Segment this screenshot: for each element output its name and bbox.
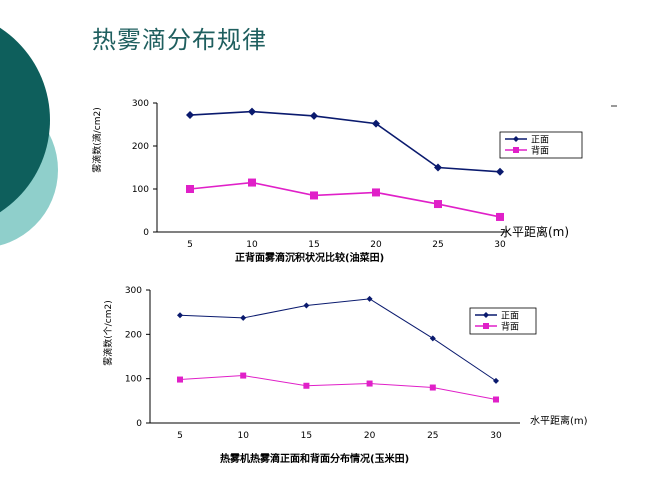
x-axis-label: 水平距离(m): [530, 414, 588, 427]
data-point-front: [434, 163, 442, 172]
legend-label: 背面: [501, 321, 519, 333]
legend-label: 正面: [531, 135, 549, 146]
y-tick-label: 0: [136, 419, 142, 429]
x-tick-label: 10: [237, 431, 249, 441]
data-point-back: [429, 384, 436, 391]
legend-marker-square: [513, 147, 519, 153]
data-point-front: [372, 119, 380, 128]
x-tick-label: 5: [177, 431, 183, 441]
data-point-front: [240, 314, 247, 321]
data-point-front: [303, 302, 310, 309]
legend-marker-diamond: [483, 312, 489, 318]
x-tick-label: 25: [432, 240, 443, 250]
y-axis-label: 雾滴数(滴/cm2): [91, 107, 103, 173]
x-tick-label: 5: [187, 240, 193, 250]
chart-caption: 正背面雾滴沉积状况比较(油菜田): [235, 251, 384, 264]
legend-label: 背面: [531, 145, 549, 157]
y-tick-label: 300: [125, 286, 142, 296]
legend-box: [499, 131, 583, 159]
series-line-back: [189, 181, 501, 218]
x-tick-label: 10: [246, 240, 258, 250]
data-point-back: [186, 185, 194, 193]
chart-caption: 热雾机热雾滴正面和背面分布情况(玉米田): [220, 452, 409, 465]
decor-circle-dark: [0, 27, 50, 213]
series-line-front: [179, 298, 497, 382]
data-point-front: [310, 111, 318, 120]
y-tick-label: 0: [143, 228, 149, 238]
x-tick-label: 20: [370, 240, 382, 250]
y-tick-label: 200: [132, 142, 149, 152]
data-point-back: [240, 372, 247, 379]
x-tick-label: 30: [494, 240, 506, 250]
data-point-back: [372, 188, 380, 197]
x-tick-label: 20: [364, 431, 376, 441]
data-point-back: [248, 178, 256, 187]
slide-title: 热雾滴分布规律: [92, 26, 267, 54]
x-tick-label: 15: [308, 240, 319, 250]
y-axis-label: 雾滴数(个/cm2): [102, 300, 114, 366]
data-point-back: [366, 380, 373, 387]
x-tick-label: 30: [490, 431, 502, 441]
data-point-front: [366, 295, 373, 302]
y-tick-label: 300: [132, 99, 149, 109]
data-point-back: [303, 382, 310, 389]
x-tick-label: 15: [301, 431, 312, 441]
legend-box: [469, 307, 537, 335]
data-point-front: [493, 377, 499, 384]
data-point-back: [434, 200, 442, 209]
data-point-front: [248, 107, 256, 116]
data-point-back: [493, 396, 499, 403]
data-point-front: [177, 312, 183, 319]
x-tick-label: 25: [427, 431, 438, 441]
y-tick-label: 200: [125, 330, 142, 340]
series-line-back: [179, 375, 497, 400]
legend-marker-diamond: [513, 136, 519, 142]
x-axis-label: 水平距离(m): [500, 224, 569, 239]
data-point-back: [177, 376, 183, 383]
y-tick-label: 100: [125, 375, 142, 385]
legend-label: 正面: [501, 311, 519, 322]
legend-marker-square: [483, 323, 489, 329]
series-line-front: [189, 110, 501, 173]
data-point-back: [310, 191, 318, 200]
data-point-back: [496, 212, 504, 221]
data-point-front: [496, 167, 504, 176]
y-tick-label: 100: [132, 185, 149, 195]
data-point-front: [429, 335, 436, 342]
data-point-front: [186, 111, 194, 120]
